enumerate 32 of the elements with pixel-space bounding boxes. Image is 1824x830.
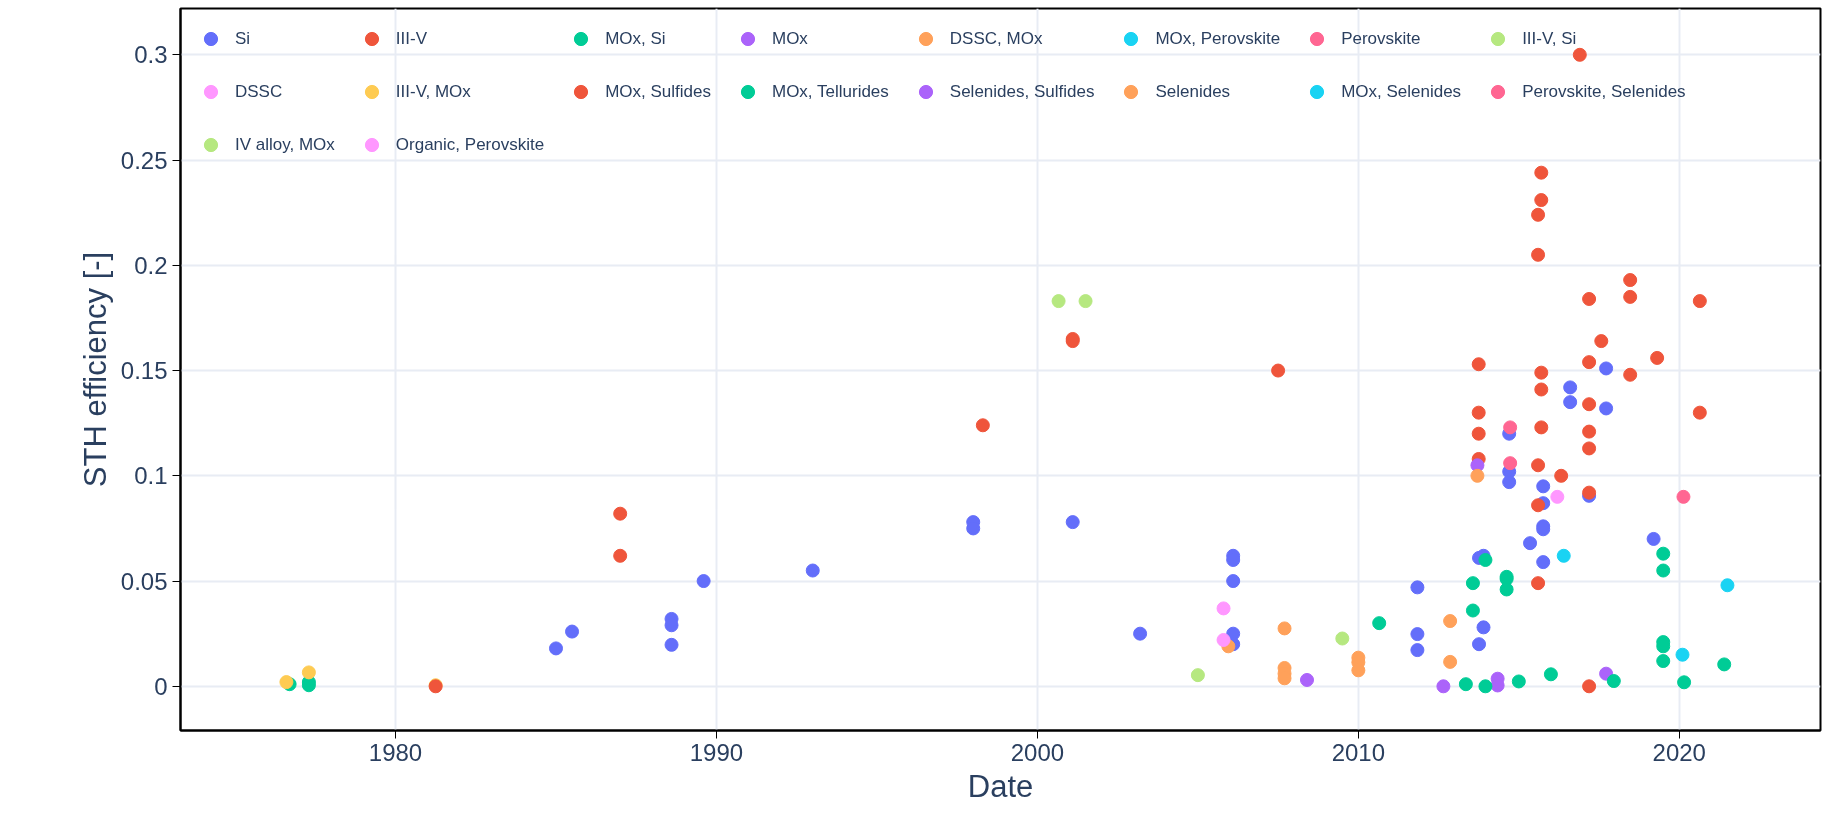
x-tick-label: 2020 bbox=[1652, 738, 1706, 766]
legend-label: IV alloy, MOx bbox=[235, 133, 335, 156]
x-axis-title: Date bbox=[967, 768, 1034, 804]
x-tick-label: 1990 bbox=[689, 738, 744, 766]
legend-label: III-V, MOx bbox=[395, 80, 471, 103]
legend-label: Selenides, Sulfides bbox=[949, 80, 1095, 103]
legend-label: MOx, Tellurides bbox=[771, 80, 889, 103]
y-tick-label: 0.25 bbox=[120, 146, 168, 174]
legend-label: DSSC, MOx bbox=[949, 27, 1043, 50]
x-tick-label: 2010 bbox=[1331, 738, 1386, 766]
x-tick-label: 1980 bbox=[368, 738, 423, 766]
legend-label: III-V bbox=[395, 27, 427, 50]
legend-label: Organic, Perovskite bbox=[395, 133, 545, 156]
y-tick-label: 0.1 bbox=[134, 462, 168, 490]
y-axis-title: STH efficiency [-] bbox=[77, 251, 113, 488]
y-tick-label: 0.05 bbox=[120, 567, 168, 595]
legend-label: Selenides bbox=[1155, 80, 1231, 103]
legend-label: MOx, Sulfides bbox=[605, 80, 711, 103]
y-tick-label: 0 bbox=[154, 672, 168, 700]
legend-label: Si bbox=[235, 27, 252, 50]
y-tick-label: 0.2 bbox=[134, 251, 168, 279]
legend-label: Perovskite, Selenides bbox=[1522, 80, 1686, 103]
legend-label: MOx bbox=[771, 27, 808, 50]
legend-label: III-V, Si bbox=[1522, 27, 1577, 50]
y-tick-label: 0.3 bbox=[134, 41, 168, 69]
legend-label: DSSC bbox=[235, 80, 283, 103]
legend-label: MOx, Si bbox=[605, 27, 666, 50]
x-tick-label: 2000 bbox=[1010, 738, 1065, 766]
legend-label: Perovskite bbox=[1341, 27, 1421, 50]
legend-label: MOx, Perovskite bbox=[1155, 27, 1281, 50]
y-tick-label: 0.15 bbox=[120, 357, 168, 385]
legend-label: MOx, Selenides bbox=[1341, 80, 1462, 103]
